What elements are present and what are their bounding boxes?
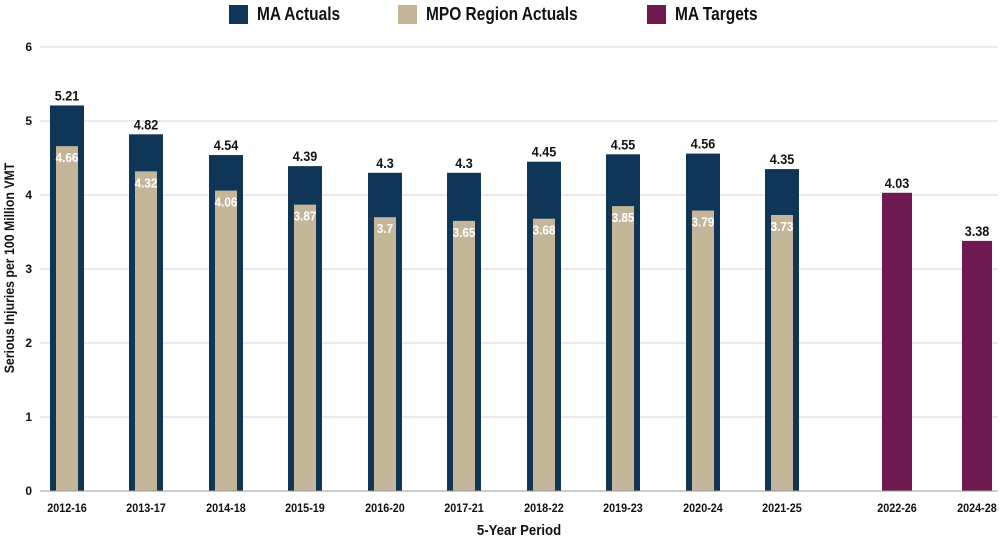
data-label-mpo-region-actuals: 3.7 [377,222,393,237]
bar-ma-targets [962,240,992,491]
x-tick-label: 2020-24 [683,503,723,516]
data-label-ma-actuals: 4.35 [770,151,795,167]
legend-label-ma-actuals: MA Actuals [257,3,341,24]
y-tick-label: 0 [25,484,32,498]
data-label-mpo-region-actuals: 4.32 [135,176,158,191]
data-label-mpo-region-actuals: 4.06 [215,195,238,210]
bar-mpo-region-actuals [692,210,714,492]
bar-mpo-region-actuals [374,217,396,491]
data-label-ma-actuals: 4.45 [532,144,557,160]
x-tick-label: 2021-25 [762,503,802,516]
bar-mpo-region-actuals [453,220,475,491]
data-label-ma-actuals: 4.82 [134,117,158,133]
y-tick-label: 6 [25,40,32,54]
legend-item-ma-actuals: MA Actuals [229,4,354,25]
data-label-mpo-region-actuals: 3.85 [612,211,635,226]
x-tick-label: 2014-18 [206,503,246,516]
x-tick-label: 2019-23 [603,503,643,516]
legend-item-mpo-region-actuals: MPO Region Actuals [398,4,602,25]
y-tick-label: 1 [25,410,32,424]
y-tick-label: 4 [25,188,32,202]
data-label-mpo-region-actuals: 3.68 [533,223,556,238]
x-tick-label: 2022-26 [877,503,917,516]
data-label-ma-actuals: 4.3 [376,155,394,171]
data-label-ma-targets: 3.38 [965,223,989,239]
x-tick-label: 2024-28 [957,503,997,516]
y-axis-ticks: 0 1 2 3 4 5 6 [25,40,32,498]
legend-item-ma-targets: MA Targets [646,3,771,25]
data-label-mpo-region-actuals: 3.79 [692,215,715,230]
legend-swatch-ma-targets [646,4,666,24]
bar-mpo-region-actuals [135,171,157,491]
bar-ma-targets [882,192,912,491]
data-label-mpo-region-actuals: 3.87 [294,209,317,224]
data-label-ma-actuals: 4.39 [293,149,317,165]
y-axis-label: Serious Injuries per 100 Million VMT [1,163,17,374]
y-tick-label: 5 [25,114,32,128]
x-tick-label: 2012-16 [47,503,87,516]
legend-label-mpo-region-actuals: MPO Region Actuals [426,3,578,24]
data-label-ma-actuals: 4.56 [691,136,715,152]
data-label-ma-targets: 4.03 [885,175,909,191]
x-tick-label: 2013-17 [126,503,166,516]
x-tick-label: 2017-21 [444,503,484,516]
bars: 5.21 4.66 4.82 4.32 4.54 4.06 4.39 3.87 4.3 3.7 4.… [50,88,992,492]
x-tick-label: 2015-19 [285,503,325,516]
data-label-ma-actuals: 4.3 [455,155,473,171]
legend-label-ma-targets: MA Targets [674,3,758,24]
x-axis-ticks: 2012-16 2013-17 2014-18 2015-19 2016-20 2017-… [47,503,997,516]
y-tick-label: 2 [25,336,32,350]
data-label-ma-actuals: 4.55 [611,137,636,153]
data-label-ma-actuals: 4.54 [214,137,239,153]
bar-mpo-region-actuals [56,146,78,491]
bar-mpo-region-actuals [294,204,316,491]
chart-legend: MA Actuals MPO Region Actuals MA Targets [0,1,1000,27]
data-label-mpo-region-actuals: 3.73 [771,219,794,234]
x-tick-label: 2016-20 [365,503,405,516]
bar-mpo-region-actuals [215,190,237,491]
x-axis-label: 5-Year Period [477,521,561,538]
bar-mpo-region-actuals [533,218,555,491]
gridlines [40,46,998,418]
data-label-ma-actuals: 5.21 [55,88,80,104]
y-tick-label: 3 [25,262,32,276]
x-tick-label: 2018-22 [524,503,564,516]
legend-swatch-ma-actuals [229,4,249,24]
bar-mpo-region-actuals [771,214,793,492]
bar-mpo-region-actuals [612,206,634,491]
legend-swatch-mpo-region-actuals [398,4,418,24]
data-label-mpo-region-actuals: 4.66 [56,151,79,166]
data-label-mpo-region-actuals: 3.65 [453,225,476,240]
